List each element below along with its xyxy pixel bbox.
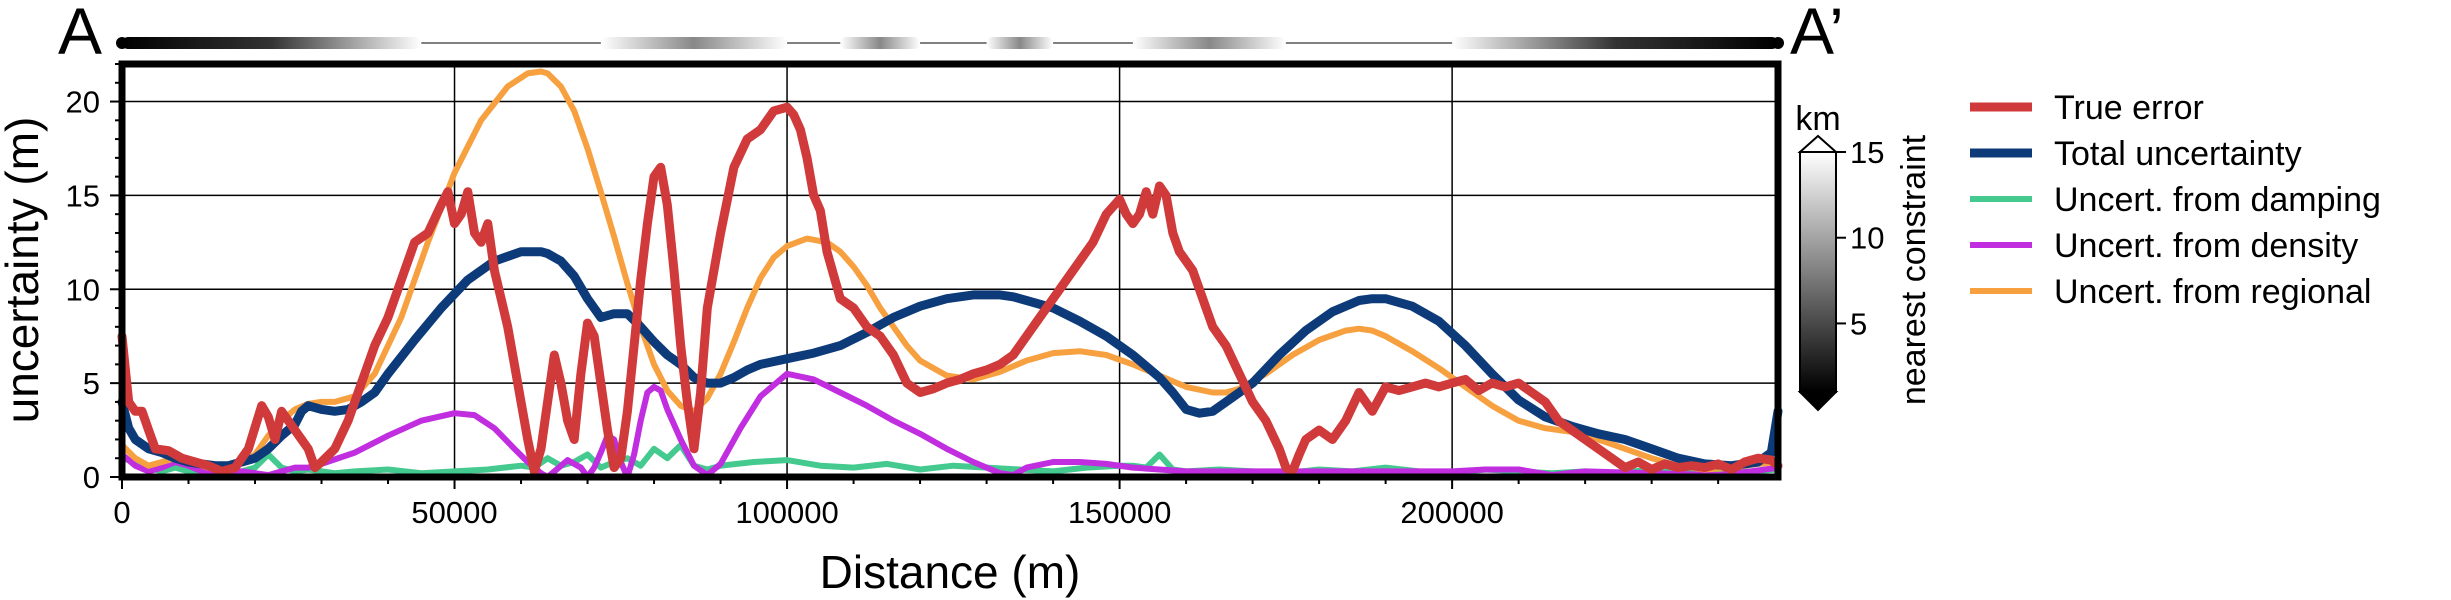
- y-tick-label-0: 0: [83, 460, 100, 495]
- colorbar-gradient: [1799, 151, 1837, 393]
- colorbar-label: nearest constraint: [1895, 134, 1933, 405]
- constraint-strip: [116, 37, 1784, 49]
- grid: [121, 64, 1778, 478]
- strip-segment-0: [122, 37, 422, 49]
- y-tick-label-1: 5: [83, 366, 100, 401]
- legend-entry-3: Uncert. from density: [2054, 227, 2358, 265]
- colorbar-bottom-triangle: [1797, 391, 1839, 412]
- x-tick-label-2: 100000: [735, 495, 838, 530]
- x-axis-label: Distance (m): [820, 546, 1081, 598]
- series-line-1: [117, 247, 1783, 471]
- colorbar-unit-label: km: [1795, 100, 1840, 138]
- x-tick-label-4: 200000: [1400, 495, 1503, 530]
- strip-cap-right: [1772, 37, 1784, 49]
- y-tick-label-4: 20: [66, 85, 100, 120]
- y-axis-label: uncertainty (m): [0, 117, 48, 424]
- strip-segment-2: [840, 37, 921, 49]
- strip-segment-5: [1452, 37, 1778, 49]
- series-line-3: [119, 370, 1781, 480]
- section-end-label: A’: [1790, 0, 1844, 68]
- series-line-4: [119, 68, 1781, 473]
- series-lines: [117, 68, 1783, 480]
- colorbar-tick-label-2: 15: [1850, 135, 1884, 170]
- strip-segment-3: [986, 37, 1054, 49]
- colorbar-ticks: 5 10 15: [1836, 135, 1884, 341]
- colorbar-tick-label-1: 10: [1850, 221, 1884, 256]
- legend-entry-0: True error: [2054, 89, 2204, 127]
- axis-ticks: 0 50000 100000 150000 200000 0 5 10 15 20: [66, 63, 1720, 530]
- legend-entry-1: Total uncertainty: [2054, 135, 2302, 173]
- colorbar-top-triangle: [1797, 134, 1839, 153]
- section-start-label: A: [58, 0, 102, 68]
- colorbar-tick-label-0: 5: [1850, 306, 1867, 341]
- series-line-2: [119, 442, 1781, 477]
- strip-cap-left: [116, 37, 128, 49]
- x-tick-label-3: 150000: [1068, 495, 1171, 530]
- x-tick-label-0: 0: [113, 495, 130, 530]
- plot-frame: [118, 60, 1782, 481]
- strip-segment-1: [600, 37, 788, 49]
- legend-entry-2: Uncert. from damping: [2054, 181, 2381, 219]
- y-tick-label-3: 15: [66, 178, 100, 213]
- legend: True error Total uncertainty Uncert. from …: [1970, 89, 2381, 311]
- x-tick-label-1: 50000: [411, 495, 497, 530]
- colorbar: km 5 10 15 nearest constraint: [1795, 100, 1933, 412]
- strip-segment-4: [1132, 37, 1286, 49]
- legend-entry-4: Uncert. from regional: [2054, 273, 2371, 311]
- y-tick-label-2: 10: [66, 272, 100, 307]
- series-line-0: [117, 102, 1783, 476]
